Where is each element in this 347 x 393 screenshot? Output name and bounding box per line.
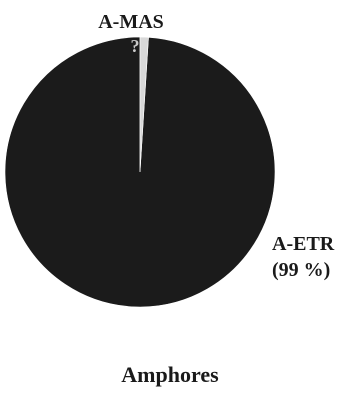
chart-title: Amphores <box>121 362 219 387</box>
slice-label-a-etr: A-ETR <box>272 233 335 255</box>
slice-percent-a-etr: (99 %) <box>272 259 330 281</box>
pie-slice-a-mas <box>139 36 149 173</box>
slice-marker-a-mas: ? <box>131 36 140 56</box>
pie-slices <box>4 36 276 308</box>
slice-label-a-mas: A-MAS <box>98 11 164 33</box>
